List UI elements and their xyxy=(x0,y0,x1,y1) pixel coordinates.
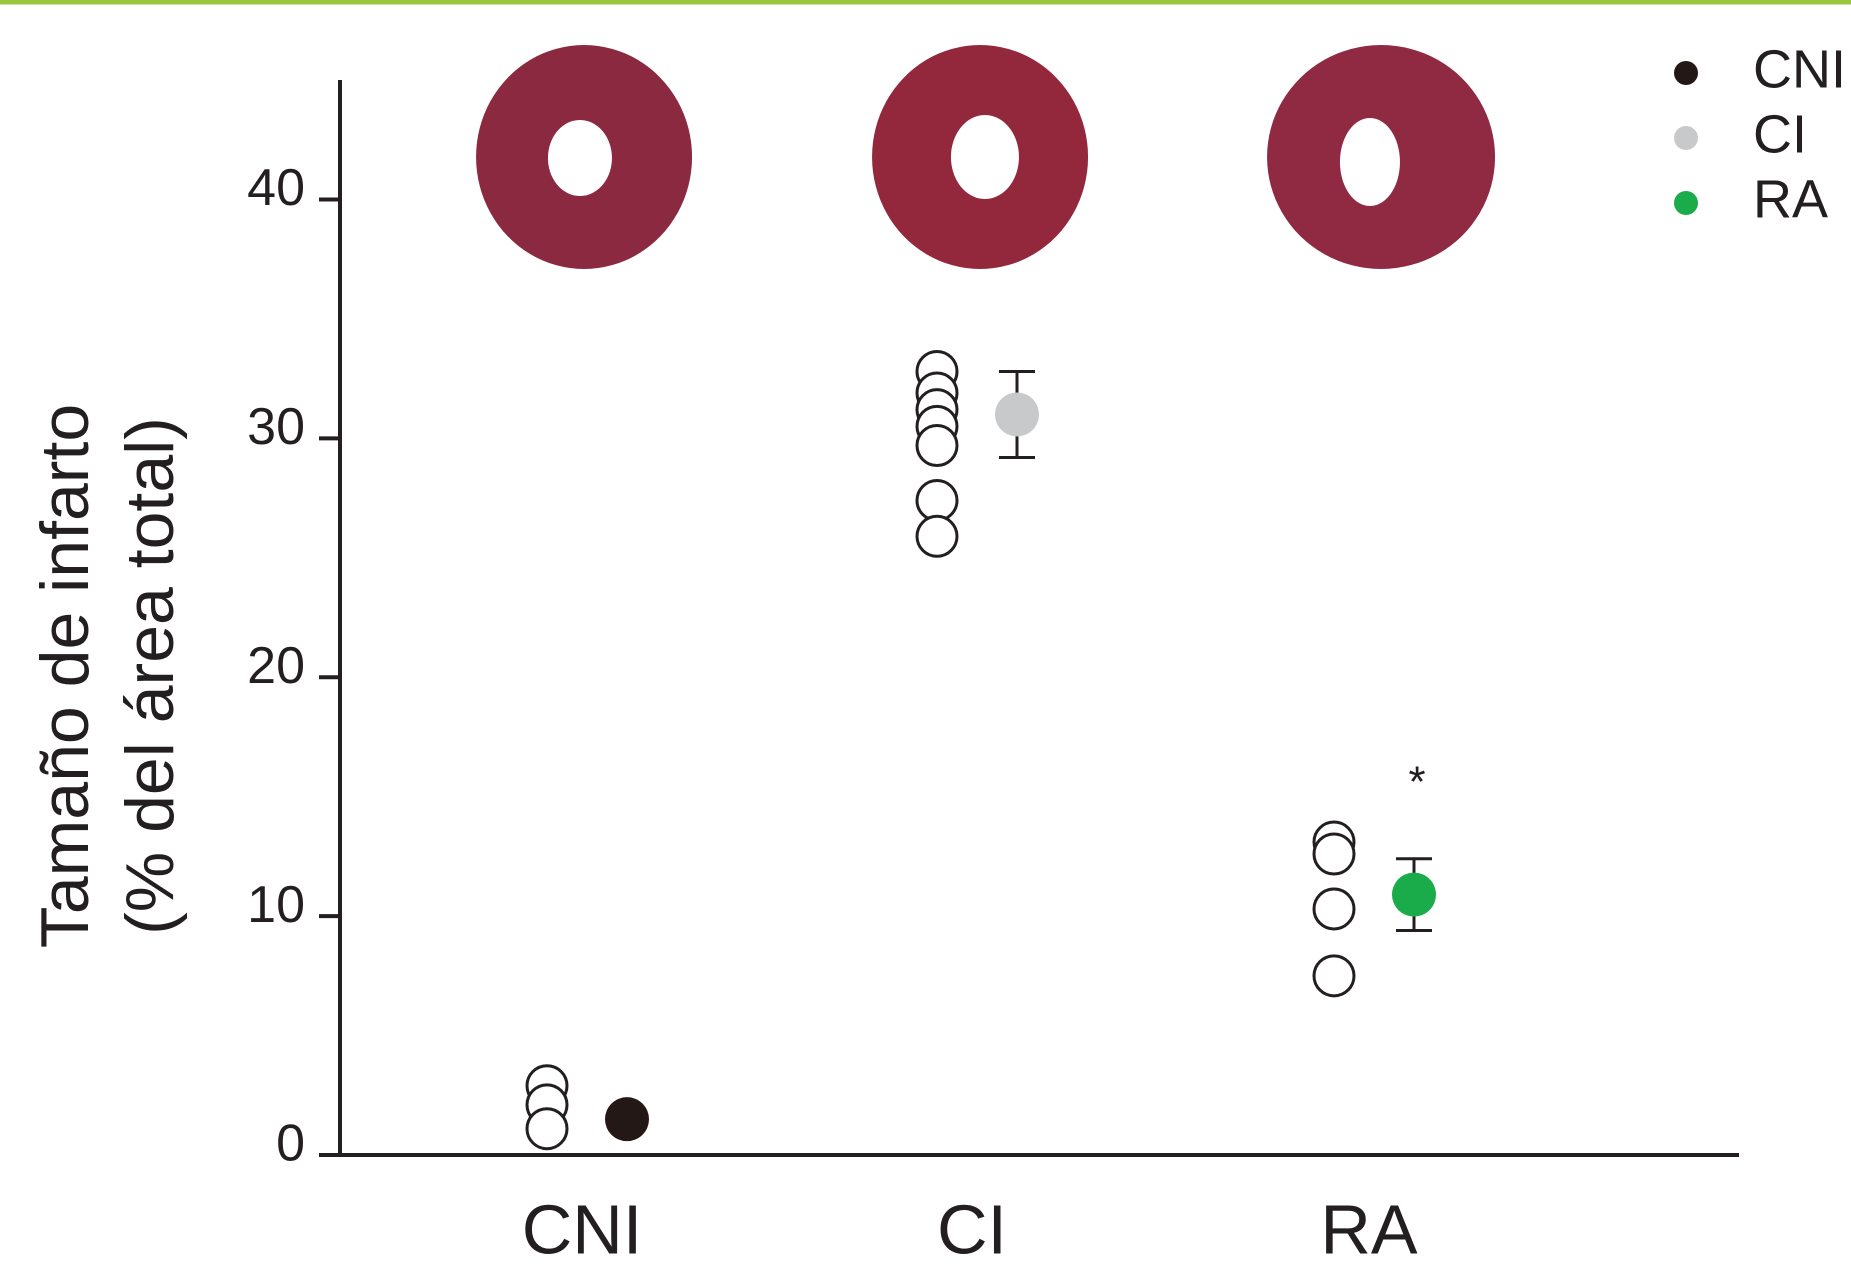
individual-point xyxy=(915,478,959,522)
heart-slice xyxy=(476,45,693,269)
mean-point xyxy=(1392,872,1436,917)
individual-point xyxy=(525,1107,569,1151)
y-axis-label: Tamaño de infarto xyxy=(27,404,103,948)
legend-label: RA xyxy=(1753,169,1828,229)
y-tick-label: 0 xyxy=(276,1115,305,1173)
individual-point xyxy=(1312,887,1356,931)
y-tick-label: 40 xyxy=(247,159,305,217)
individual-point xyxy=(915,424,959,467)
individual-point xyxy=(915,514,959,558)
annotation: * xyxy=(1408,758,1425,807)
mean-point xyxy=(605,1097,649,1142)
heart-slice xyxy=(872,45,1089,269)
y-tick-label: 20 xyxy=(247,637,305,695)
legend-marker xyxy=(1674,191,1698,215)
x-tick-label: CI xyxy=(937,1190,1007,1268)
legend-label: CI xyxy=(1753,104,1807,164)
legend-label: CNI xyxy=(1753,39,1846,99)
heart-images xyxy=(476,45,1496,269)
individual-point xyxy=(1312,832,1356,876)
y-tick-label: 10 xyxy=(247,876,305,934)
y-tick-label: 30 xyxy=(247,398,305,456)
x-tick-label: CNI xyxy=(522,1190,643,1268)
mean-point xyxy=(995,392,1039,437)
x-tick-label: RA xyxy=(1320,1190,1418,1268)
individual-point xyxy=(1312,954,1356,998)
heart-slice xyxy=(1267,45,1496,269)
legend-marker xyxy=(1674,61,1698,85)
y-axis-label: (% del área total) xyxy=(112,417,188,935)
legend-marker xyxy=(1674,126,1698,150)
